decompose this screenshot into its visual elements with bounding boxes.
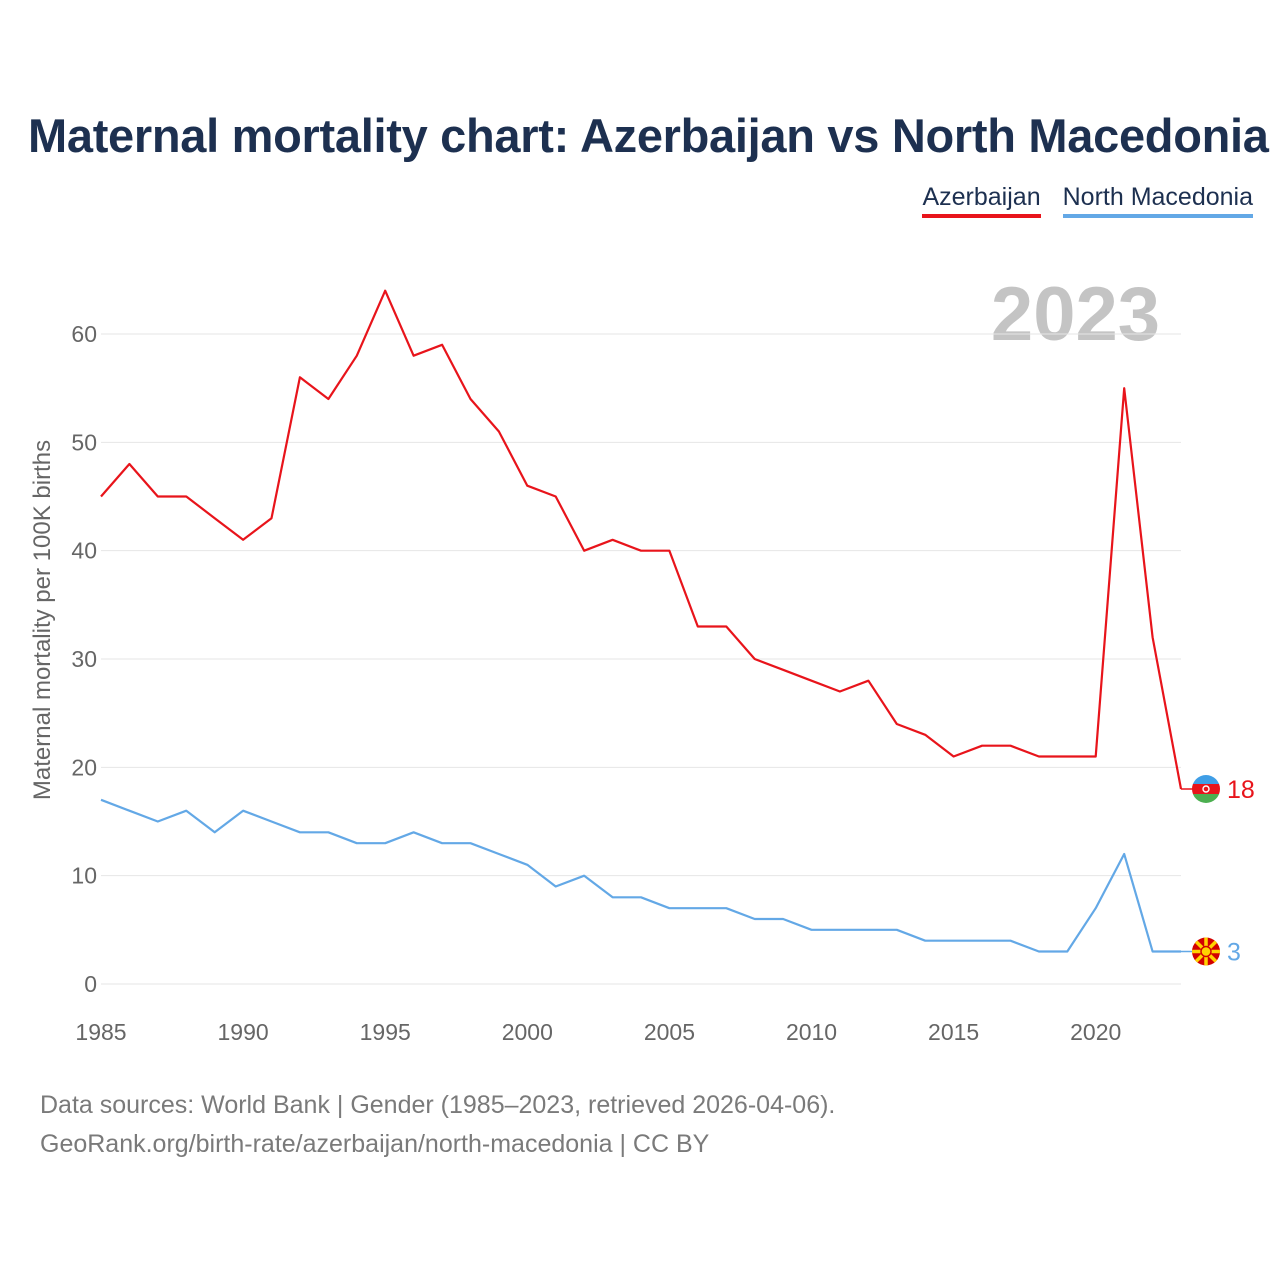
x-tick-label-2015: 2015 bbox=[928, 1019, 979, 1045]
y-tick-label-30: 30 bbox=[71, 646, 97, 672]
north-macedonia-flag-icon bbox=[1192, 937, 1220, 966]
source-note: Data sources: World Bank | Gender (1985–… bbox=[40, 1086, 835, 1164]
azerbaijan-end-label: 18 bbox=[1227, 776, 1255, 804]
x-tick-label-1990: 1990 bbox=[218, 1019, 269, 1045]
x-tick-label-1985: 1985 bbox=[75, 1019, 126, 1045]
year-watermark: 2023 bbox=[991, 272, 1160, 357]
legend-item-azerbaijan[interactable]: Azerbaijan bbox=[922, 183, 1041, 218]
north-macedonia-end-label: 3 bbox=[1227, 939, 1241, 967]
legend-item-north-macedonia[interactable]: North Macedonia bbox=[1062, 183, 1253, 218]
y-tick-label-20: 20 bbox=[71, 754, 97, 780]
gridlines bbox=[101, 333, 1181, 985]
line-chart: 2023 0 10 20 30 40 50 60 1985 1990 1995 2000 2005 2… bbox=[29, 272, 1255, 1045]
y-tick-label-40: 40 bbox=[71, 538, 97, 564]
y-axis-ticks: 0 10 20 30 40 50 60 bbox=[71, 321, 97, 997]
series-lines bbox=[100, 289, 1206, 953]
chart-title: Maternal mortality chart: Azerbaijan vs … bbox=[28, 109, 1269, 162]
y-tick-label-60: 60 bbox=[71, 321, 97, 347]
source-line-1: Data sources: World Bank | Gender (1985–… bbox=[40, 1091, 836, 1119]
y-axis-label: Maternal mortality per 100K births bbox=[29, 440, 56, 800]
x-tick-label-2020: 2020 bbox=[1070, 1019, 1121, 1045]
source-line-2[interactable]: GeoRank.org/birth-rate/azerbaijan/north-… bbox=[40, 1130, 710, 1158]
x-axis-ticks: 1985 1990 1995 2000 2005 2010 2015 2020 bbox=[75, 1019, 1121, 1045]
series-line-azerbaijan bbox=[100, 289, 1183, 790]
series-line-north-macedonia bbox=[100, 798, 1181, 953]
x-tick-label-2010: 2010 bbox=[786, 1019, 837, 1045]
x-tick-label-1995: 1995 bbox=[360, 1019, 411, 1045]
y-tick-label-50: 50 bbox=[71, 429, 97, 455]
azerbaijan-flag-icon bbox=[1192, 775, 1220, 803]
x-tick-label-2000: 2000 bbox=[502, 1019, 553, 1045]
end-markers: 18 3 bbox=[1192, 775, 1255, 967]
y-tick-label-0: 0 bbox=[84, 971, 97, 997]
y-tick-label-10: 10 bbox=[71, 863, 97, 889]
legend: Azerbaijan North Macedonia bbox=[922, 183, 1253, 218]
x-tick-label-2005: 2005 bbox=[644, 1019, 695, 1045]
